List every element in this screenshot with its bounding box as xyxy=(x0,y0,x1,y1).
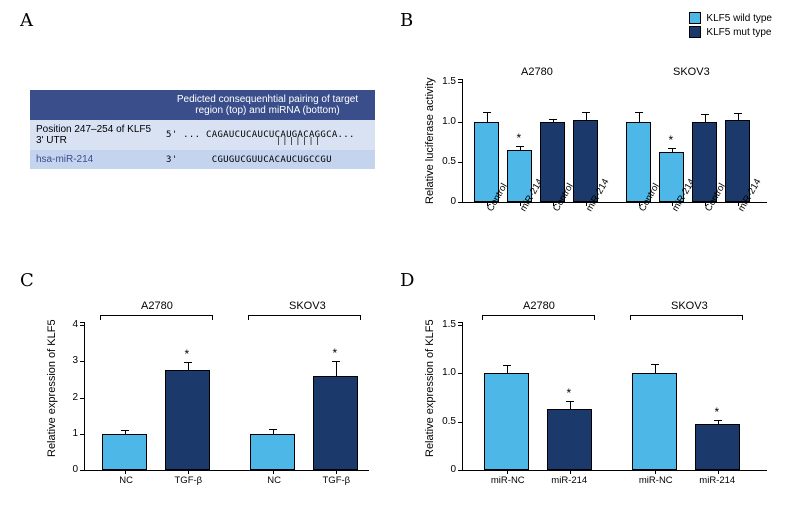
group-title: SKOV3 xyxy=(673,66,710,78)
panel-a-table: Pedicted consequenhtial pairing of targe… xyxy=(30,90,375,169)
panel-b-label: B xyxy=(400,10,413,31)
x-tick-label: TGF-β xyxy=(323,475,351,486)
bar xyxy=(547,409,592,470)
significance-star: * xyxy=(333,346,338,360)
panel-d-chart: 00.51.01.5Relative expression of KLF5miR… xyxy=(420,295,775,500)
legend-label-mut: KLF5 mut type xyxy=(706,27,771,38)
bar xyxy=(695,424,740,470)
pairing-marks: ||||||| xyxy=(276,136,322,145)
y-axis-label: Relative expression of KLF5 xyxy=(424,319,436,457)
bar xyxy=(313,376,358,470)
x-tick-label: NC xyxy=(267,475,281,486)
x-tick-label: miR-214 xyxy=(699,475,735,486)
legend-swatch-mut xyxy=(689,26,701,38)
table-header: Pedicted consequenhtial pairing of targe… xyxy=(160,90,375,120)
x-tick-label: miR-NC xyxy=(639,475,673,486)
y-axis-label: Relative luciferase activity xyxy=(424,77,436,204)
group-title: SKOV3 xyxy=(289,300,326,312)
klf5-seq: 5' ... CAGAUCUCAUCUCAUGACAGGCA... xyxy=(166,130,355,140)
bar xyxy=(165,370,210,470)
y-axis-label: Relative expression of KLF5 xyxy=(46,319,58,457)
panel-d-label: D xyxy=(400,270,414,291)
x-tick-label: miR-NC xyxy=(491,475,525,486)
significance-star: * xyxy=(715,405,720,419)
klf5-utr-label: Position 247–254 of KLF5 3' UTR xyxy=(30,120,160,150)
group-title: SKOV3 xyxy=(671,300,708,312)
x-tick-label: NC xyxy=(119,475,133,486)
panel-b-chart: 00.51.01.5Relative luciferase activityCo… xyxy=(420,55,775,250)
bar xyxy=(250,434,295,470)
group-title: A2780 xyxy=(523,300,555,312)
bar xyxy=(484,373,529,470)
mir214-seq: 3' CGUGUCGUUCACAUCUGCCGU xyxy=(160,150,375,169)
panel-c-label: C xyxy=(20,270,34,291)
x-tick-label: TGF-β xyxy=(175,475,203,486)
x-tick-label: miR-214 xyxy=(551,475,587,486)
panel-a-label: A xyxy=(20,10,33,31)
group-title: A2780 xyxy=(141,300,173,312)
significance-star: * xyxy=(669,133,674,147)
panel-c-chart: 01234Relative expression of KLF5NC*TGF-β… xyxy=(42,295,377,500)
legend-swatch-wt xyxy=(689,12,701,24)
bar xyxy=(632,373,677,470)
legend-label-wt: KLF5 wild type xyxy=(706,13,772,24)
significance-star: * xyxy=(567,386,572,400)
significance-star: * xyxy=(185,347,190,361)
group-title: A2780 xyxy=(521,66,553,78)
significance-star: * xyxy=(517,131,522,145)
bar xyxy=(102,434,147,470)
mir214-label: hsa-miR-214 xyxy=(30,150,160,169)
panel-b-legend: KLF5 wild type KLF5 mut type xyxy=(689,12,772,40)
